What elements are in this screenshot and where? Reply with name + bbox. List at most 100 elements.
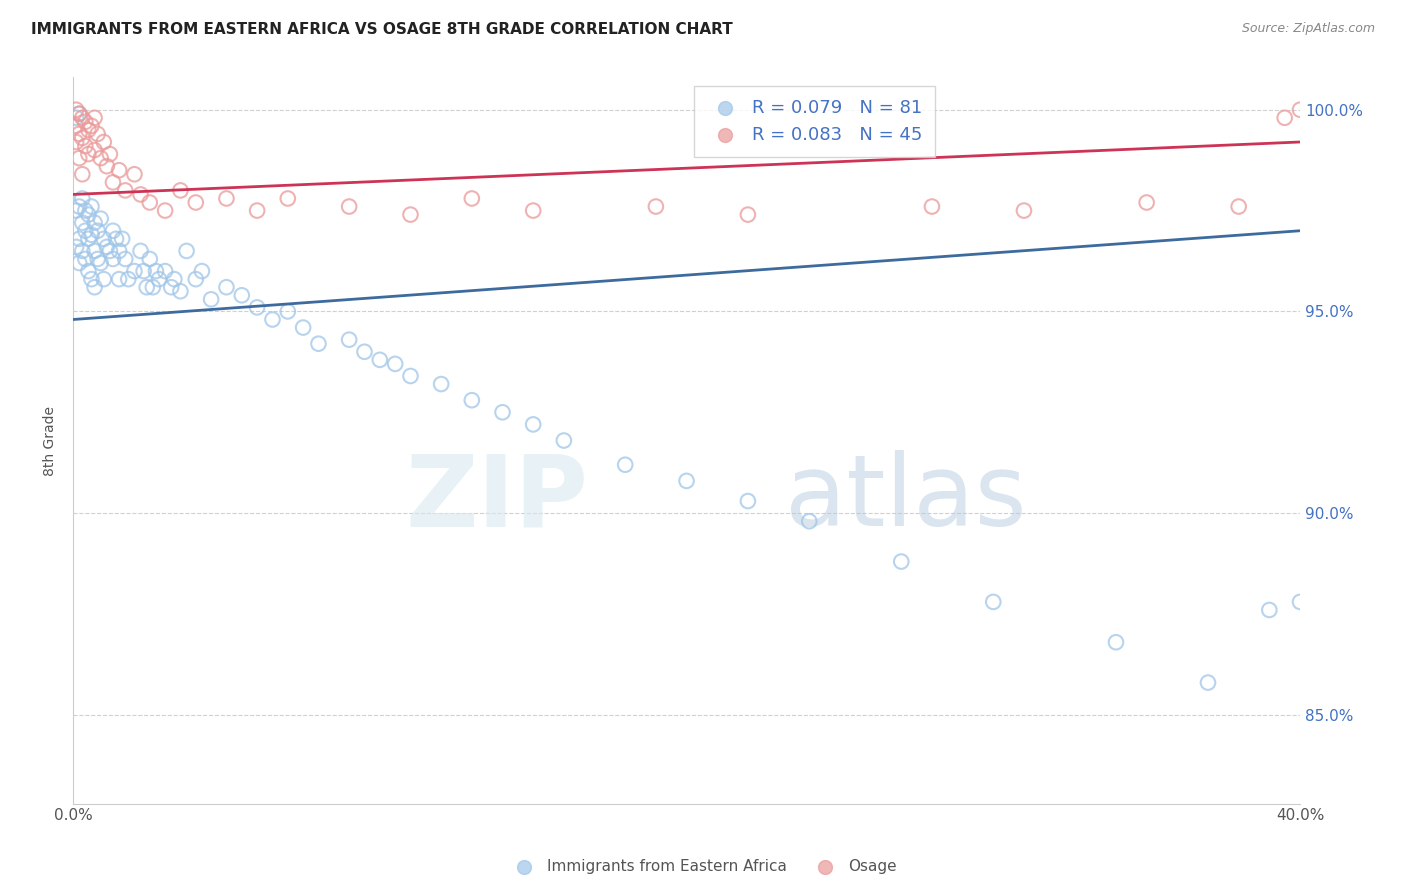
Point xyxy=(83,244,105,258)
Point xyxy=(86,224,108,238)
Point xyxy=(90,211,112,226)
Point xyxy=(96,159,118,173)
Point xyxy=(142,280,165,294)
Point xyxy=(72,244,94,258)
Point xyxy=(72,216,94,230)
Point xyxy=(86,252,108,266)
Point xyxy=(67,107,90,121)
Point xyxy=(553,434,575,448)
Point xyxy=(77,147,100,161)
Point xyxy=(191,264,214,278)
Point xyxy=(337,333,360,347)
Point xyxy=(160,280,183,294)
Point xyxy=(1012,203,1035,218)
Point xyxy=(75,203,97,218)
Point xyxy=(75,252,97,266)
Point xyxy=(292,320,315,334)
Legend: R = 0.079   N = 81, R = 0.083   N = 45: R = 0.079 N = 81, R = 0.083 N = 45 xyxy=(695,87,935,157)
Point xyxy=(114,252,136,266)
Point xyxy=(67,127,90,141)
Point xyxy=(522,417,544,432)
Point xyxy=(368,352,391,367)
Point xyxy=(1105,635,1128,649)
Point xyxy=(65,119,87,133)
Point xyxy=(153,264,176,278)
Point xyxy=(169,183,191,197)
Point xyxy=(384,357,406,371)
Point xyxy=(83,111,105,125)
Point xyxy=(675,474,697,488)
Point xyxy=(200,293,222,307)
Point xyxy=(399,208,422,222)
Point xyxy=(491,405,513,419)
Point xyxy=(353,344,375,359)
Point xyxy=(80,272,103,286)
Point xyxy=(1136,195,1159,210)
Point xyxy=(799,514,821,528)
Point xyxy=(614,458,637,472)
Point xyxy=(1289,103,1312,117)
Point xyxy=(80,227,103,242)
Point xyxy=(72,191,94,205)
Point xyxy=(262,312,284,326)
Point xyxy=(67,256,90,270)
Legend: Immigrants from Eastern Africa, Osage: Immigrants from Eastern Africa, Osage xyxy=(503,853,903,880)
Point xyxy=(65,240,87,254)
Point xyxy=(108,272,131,286)
Point xyxy=(98,244,121,258)
Point xyxy=(101,224,124,238)
Point xyxy=(148,272,170,286)
Point xyxy=(399,369,422,384)
Point xyxy=(430,377,453,392)
Point xyxy=(77,264,100,278)
Point xyxy=(80,200,103,214)
Point xyxy=(981,595,1004,609)
Point xyxy=(153,203,176,218)
Y-axis label: 8th Grade: 8th Grade xyxy=(44,406,58,475)
Point xyxy=(67,151,90,165)
Point xyxy=(124,264,146,278)
Point xyxy=(163,272,186,286)
Point xyxy=(169,285,191,299)
Point xyxy=(83,143,105,157)
Point xyxy=(277,191,299,205)
Point xyxy=(176,244,198,258)
Point xyxy=(75,115,97,129)
Text: Source: ZipAtlas.com: Source: ZipAtlas.com xyxy=(1241,22,1375,36)
Point xyxy=(93,232,115,246)
Point xyxy=(108,163,131,178)
Point xyxy=(80,119,103,133)
Point xyxy=(246,203,269,218)
Point xyxy=(72,111,94,125)
Point xyxy=(98,147,121,161)
Point xyxy=(90,151,112,165)
Point xyxy=(337,200,360,214)
Point xyxy=(1197,675,1219,690)
Point xyxy=(75,139,97,153)
Point xyxy=(67,107,90,121)
Point xyxy=(145,264,167,278)
Point xyxy=(72,167,94,181)
Point xyxy=(67,232,90,246)
Point xyxy=(93,135,115,149)
Point xyxy=(461,191,484,205)
Point xyxy=(1289,595,1312,609)
Point xyxy=(83,216,105,230)
Point xyxy=(90,256,112,270)
Point xyxy=(184,195,207,210)
Point xyxy=(737,208,759,222)
Text: ZIP: ZIP xyxy=(405,450,588,547)
Point xyxy=(65,103,87,117)
Point xyxy=(86,127,108,141)
Point xyxy=(101,175,124,189)
Point xyxy=(277,304,299,318)
Point xyxy=(111,232,134,246)
Point xyxy=(65,111,87,125)
Point xyxy=(308,336,330,351)
Point xyxy=(77,208,100,222)
Point xyxy=(65,135,87,149)
Point xyxy=(114,183,136,197)
Point xyxy=(246,301,269,315)
Point xyxy=(1227,200,1250,214)
Point xyxy=(184,272,207,286)
